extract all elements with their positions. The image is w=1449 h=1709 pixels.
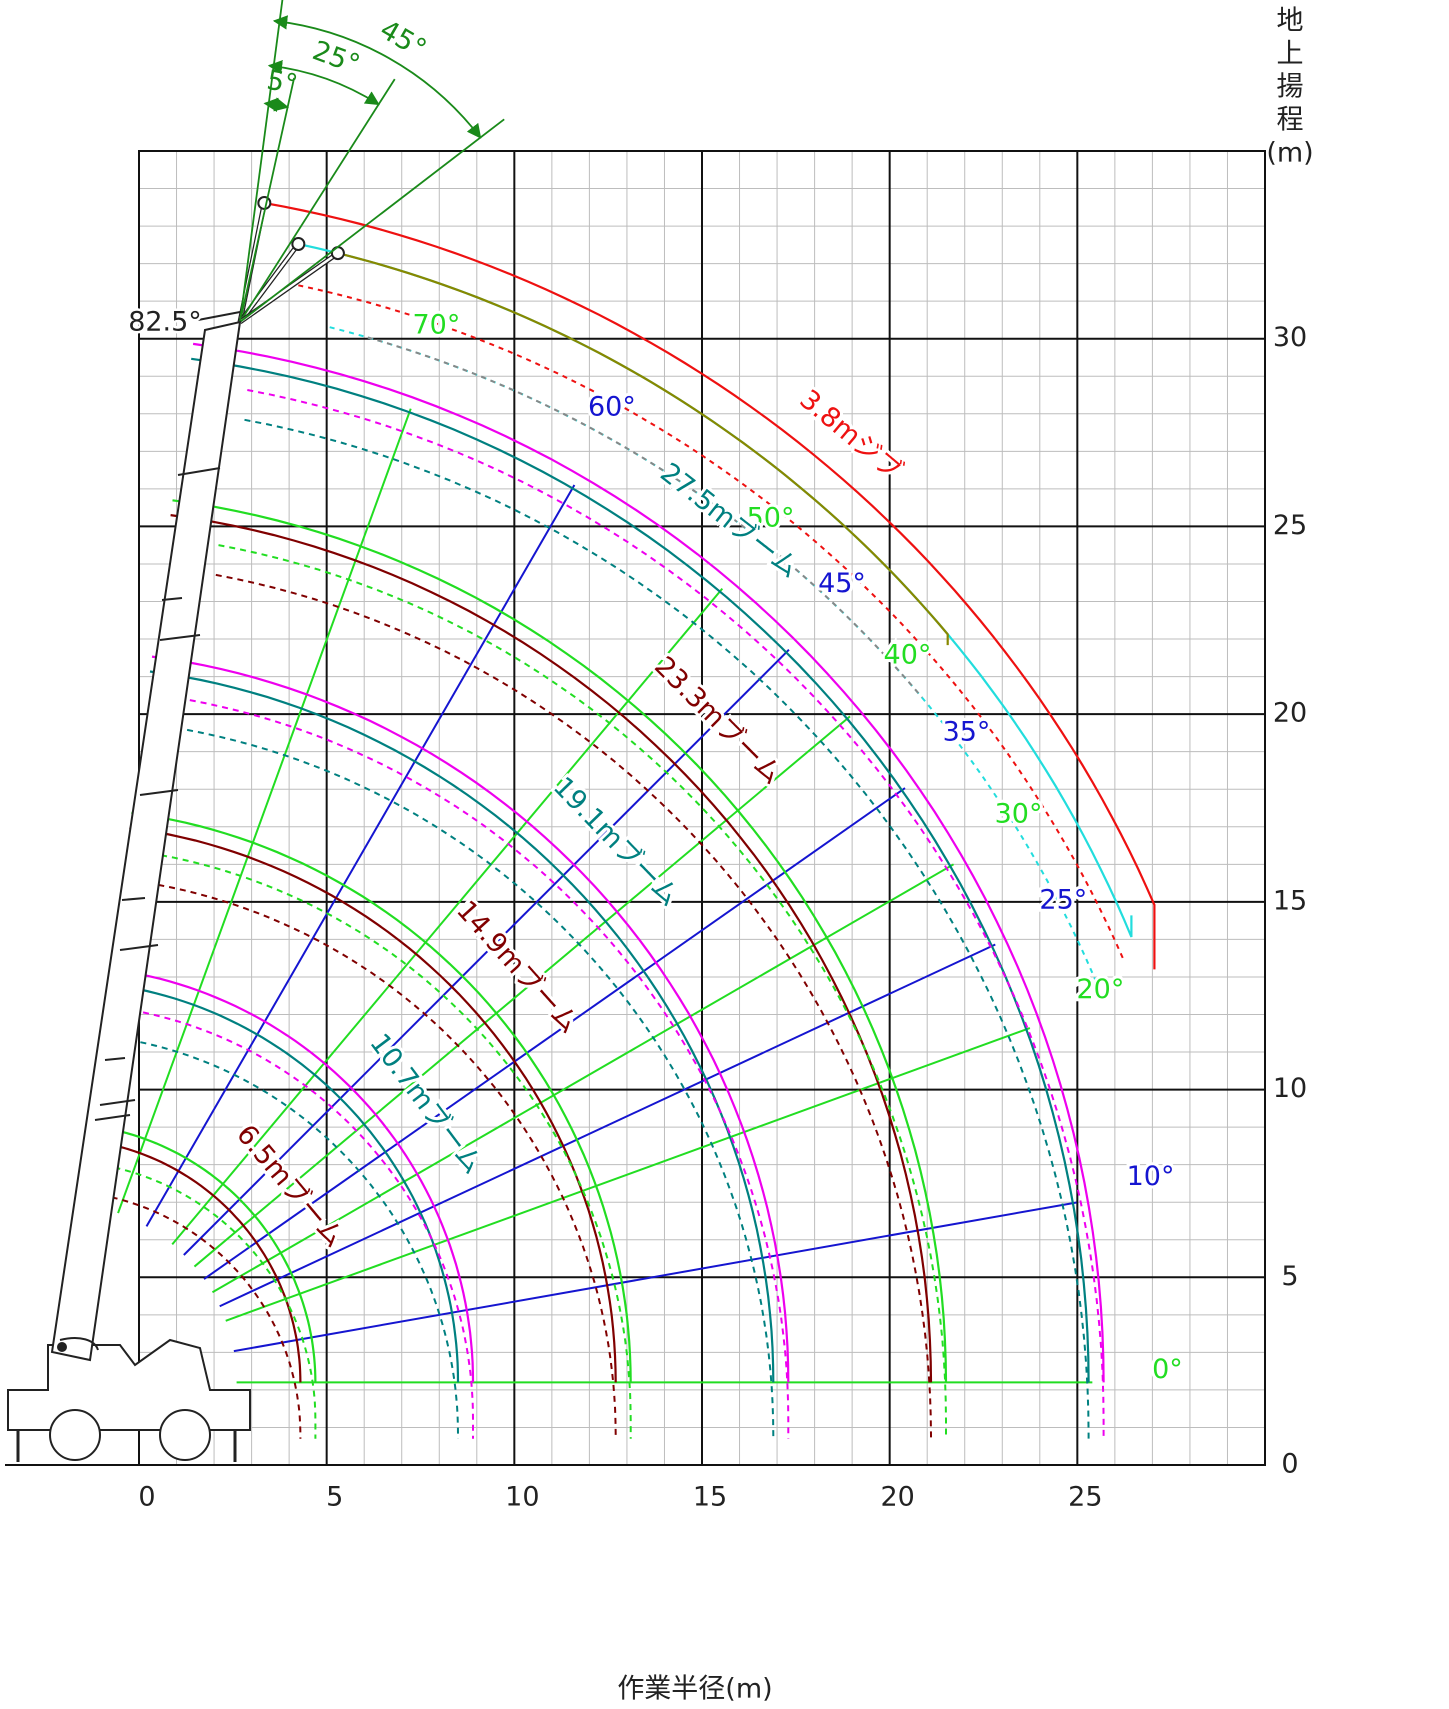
boom-arc — [108, 983, 460, 1383]
crane — [7, 311, 251, 1462]
x-tick-label: 0 — [138, 1482, 155, 1513]
angle-label: 10° — [1127, 1161, 1175, 1192]
hook-arc — [110, 968, 475, 1383]
boom-arc — [149, 670, 775, 1383]
boom-arc — [129, 826, 617, 1383]
hook-arc — [172, 499, 948, 1383]
y-tick-label: 25 — [1273, 510, 1307, 541]
boom-arc-dashed — [158, 883, 617, 1439]
angle-label: 20° — [1076, 974, 1124, 1005]
jib-arc — [264, 201, 1156, 970]
angle-label: 0° — [1152, 1354, 1183, 1385]
offset-arc — [272, 15, 482, 139]
angle-line — [211, 863, 955, 1294]
hook-arc — [151, 655, 790, 1383]
y-tick-label: 10 — [1273, 1073, 1307, 1104]
y-tick-label: 15 — [1273, 885, 1307, 916]
angle-label: 50° — [747, 503, 795, 534]
boom-label: 6.5mブーム — [230, 1119, 350, 1253]
angle-line — [145, 484, 576, 1227]
y-tick-label: 20 — [1273, 698, 1307, 729]
angle-label: 25° — [1039, 884, 1087, 915]
angle-label: 40° — [884, 640, 932, 671]
angle-label: 45° — [818, 568, 866, 599]
reference-line — [239, 0, 284, 323]
boom-arc — [191, 357, 1090, 1383]
hook-arc — [192, 342, 1105, 1383]
jib-arc — [298, 242, 1133, 938]
y-tick-label: 5 — [1281, 1261, 1298, 1292]
angle-line — [219, 943, 996, 1308]
angle-line — [233, 1201, 1077, 1353]
y-axis-label: 揚 — [1277, 72, 1304, 103]
angle-line — [203, 787, 906, 1280]
boom-arc-dashed — [215, 573, 932, 1439]
jib-arc-dashed — [367, 336, 923, 698]
hook-arc — [90, 1124, 317, 1383]
boom-arc-dashed — [186, 728, 775, 1439]
angle-line — [193, 715, 851, 1268]
hook-arc-dashed — [132, 1009, 474, 1439]
y-axis-label: 上 — [1277, 39, 1304, 70]
hook-arc-dashed — [160, 854, 632, 1439]
boom-arc-dashed — [244, 418, 1090, 1439]
y-axis-label: 程 — [1277, 105, 1304, 136]
boom-arc-dashed — [100, 1194, 302, 1439]
max-angle-label: 82.5° — [128, 307, 202, 338]
x-tick-label: 10 — [505, 1482, 539, 1513]
hook-arc-dashed — [189, 699, 790, 1439]
boom-label: 10.7mブーム — [363, 1028, 488, 1180]
hook-arc-dashed — [218, 544, 947, 1439]
angle-label: 35° — [943, 717, 991, 748]
jib-arc — [337, 252, 949, 646]
y-axis-label: 地 — [1277, 6, 1304, 37]
x-axis-label: 作業半径(m) — [617, 1674, 772, 1705]
offset-label: 5° — [264, 65, 300, 101]
hook-arc — [131, 811, 632, 1383]
x-tick-label: 20 — [880, 1482, 914, 1513]
jib-sheave — [291, 237, 306, 252]
hook-arc-dashed — [103, 1164, 317, 1439]
angle-line — [171, 588, 724, 1246]
y-tick-label: 30 — [1273, 322, 1307, 353]
boom-arc — [88, 1139, 302, 1383]
marks — [88, 0, 1156, 1439]
jib-sheave — [330, 246, 345, 261]
offset-label: 45° — [375, 14, 432, 65]
x-tick-label: 15 — [693, 1482, 727, 1513]
grid — [5, 150, 1266, 1466]
jib-sheave — [257, 195, 272, 210]
y-axis-label: (m) — [1266, 138, 1313, 169]
angle-label: 60° — [588, 392, 636, 423]
x-tick-label: 5 — [326, 1482, 343, 1513]
jib-arc-dashed — [298, 284, 1125, 961]
jib-label: 3.8mジブ — [794, 384, 908, 487]
angle-label: 30° — [995, 798, 1043, 829]
boom-arc — [170, 514, 933, 1383]
offset-line — [239, 118, 505, 323]
y-tick-label: 0 — [1281, 1449, 1298, 1480]
hook-arc-dashed — [247, 389, 1105, 1439]
x-tick-label: 25 — [1068, 1482, 1102, 1513]
angle-line — [183, 649, 790, 1256]
jib — [238, 243, 300, 323]
angle-label: 70° — [412, 310, 460, 341]
angle-line — [117, 408, 412, 1214]
angle-line — [225, 1027, 1031, 1322]
